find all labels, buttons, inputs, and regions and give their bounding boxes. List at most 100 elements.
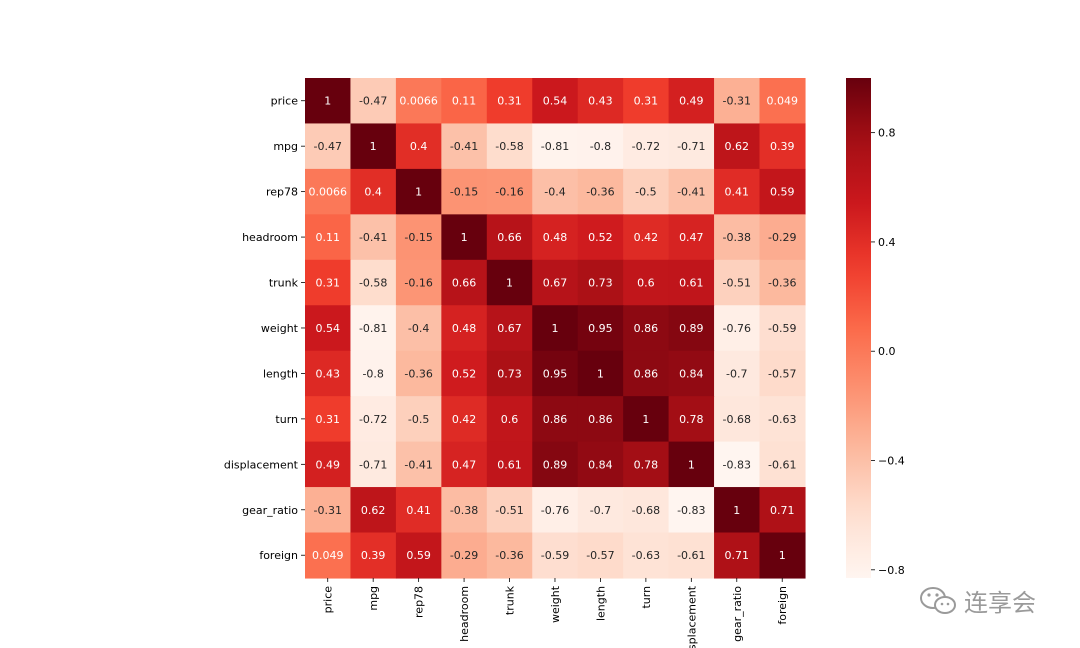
- cell-value-label: -0.63: [632, 549, 660, 562]
- y-tick-label: mpg: [273, 140, 298, 153]
- heatmap-cell: [486, 305, 533, 352]
- cell-value-label: -0.58: [495, 140, 523, 153]
- cell-value-label: -0.83: [723, 458, 751, 471]
- cell-value-label: -0.59: [541, 549, 569, 562]
- cell-value-label: 1: [779, 549, 786, 562]
- colorbar-tick-label: 0.8: [878, 127, 896, 140]
- heatmap-cell: [305, 123, 352, 170]
- cell-value-label: 1: [551, 322, 558, 335]
- colorbar-gradient: [846, 78, 871, 578]
- heatmap-cell: [350, 78, 397, 125]
- cell-value-label: 0.73: [588, 277, 613, 290]
- cell-value-label: -0.61: [768, 458, 796, 471]
- heatmap-cell: [350, 350, 397, 397]
- cell-value-label: 0.48: [543, 231, 568, 244]
- heatmap-cell: [577, 78, 624, 125]
- heatmap-cell: [305, 259, 352, 306]
- cell-value-label: -0.5: [635, 186, 656, 199]
- cell-value-label: -0.41: [404, 458, 432, 471]
- cell-value-label: 0.41: [406, 504, 431, 517]
- x-tick-label: foreign: [776, 586, 789, 625]
- heatmap-cell: [350, 396, 397, 443]
- heatmap-cell: [714, 487, 761, 534]
- x-tick-label: trunk: [504, 585, 517, 615]
- cell-value-label: 1: [415, 186, 422, 199]
- heatmap-cell: [623, 305, 670, 352]
- heatmap-cell: [441, 259, 488, 306]
- heatmap-cell: [668, 78, 715, 125]
- heatmap-cell: [668, 214, 715, 261]
- cell-value-label: 0.6: [501, 413, 519, 426]
- cell-value-label: -0.29: [768, 231, 796, 244]
- heatmap-cell: [305, 532, 352, 579]
- cell-value-label: -0.36: [586, 186, 614, 199]
- cell-value-label: 0.84: [588, 458, 613, 471]
- heatmap-cell: [486, 487, 533, 534]
- heatmap-cell: [486, 259, 533, 306]
- cell-value-label: 0.71: [725, 549, 750, 562]
- cell-value-label: -0.71: [359, 458, 387, 471]
- heatmap-cell: [623, 350, 670, 397]
- cell-annotations: 1 -0.47 0.0066 0.11 0.31 0.54 0.43 0.31 0.49 -0.3…: [308, 95, 797, 562]
- heatmap-cell: [759, 214, 806, 261]
- heatmap-cell: [532, 78, 579, 125]
- cell-value-label: -0.7: [726, 367, 747, 380]
- cell-value-label: 0.86: [543, 413, 568, 426]
- cell-value-label: 0.54: [315, 322, 340, 335]
- cell-value-label: 0.95: [588, 322, 613, 335]
- heatmap-cell: [441, 168, 488, 215]
- y-tick-label: headroom: [242, 231, 298, 244]
- x-tick-label: mpg: [367, 586, 380, 611]
- colorbar: 0.8 0.4 0.0 −0.4 −0.8: [846, 78, 905, 578]
- heatmap-cell: [350, 532, 397, 579]
- cell-value-label: 1: [733, 504, 740, 517]
- heatmap-cell: [305, 396, 352, 443]
- heatmap-cell: [486, 78, 533, 125]
- cell-value-label: -0.47: [313, 140, 341, 153]
- cell-value-label: -0.72: [632, 140, 660, 153]
- heatmap-cell: [577, 305, 624, 352]
- cell-value-label: 0.49: [315, 458, 340, 471]
- cell-value-label: 0.86: [634, 367, 659, 380]
- heatmap-cell: [350, 123, 397, 170]
- x-tick-label: rep78: [413, 586, 426, 618]
- heatmap-cell: [395, 305, 442, 352]
- heatmap-cell: [395, 214, 442, 261]
- heatmap-cell: [395, 78, 442, 125]
- cell-value-label: 0.39: [361, 549, 386, 562]
- cell-value-label: 1: [370, 140, 377, 153]
- heatmap-cell: [350, 441, 397, 488]
- heatmap-cell: [623, 214, 670, 261]
- cell-value-label: 0.78: [679, 413, 704, 426]
- heatmap-cell: [532, 487, 579, 534]
- cell-value-label: -0.36: [495, 549, 523, 562]
- x-tick-label: turn: [640, 586, 653, 609]
- heatmap-cell: [486, 532, 533, 579]
- y-tick-label: weight: [261, 322, 299, 335]
- cell-value-label: -0.16: [495, 186, 523, 199]
- cell-value-label: -0.36: [768, 277, 796, 290]
- cell-value-label: 0.59: [770, 186, 795, 199]
- y-tick-label: displacement: [224, 458, 299, 471]
- heatmap-cell: [441, 305, 488, 352]
- heatmap-cell: [577, 168, 624, 215]
- cell-value-label: 0.59: [406, 549, 431, 562]
- heatmap-cell: [577, 214, 624, 261]
- heatmap-cell: [577, 487, 624, 534]
- heatmap-cell: [305, 305, 352, 352]
- cell-value-label: 0.4: [364, 186, 382, 199]
- heatmap-cell: [532, 305, 579, 352]
- heatmap-cell: [441, 487, 488, 534]
- cell-value-label: -0.72: [359, 413, 387, 426]
- x-tick-label: length: [594, 586, 607, 621]
- heatmap-cell: [395, 532, 442, 579]
- cell-value-label: 0.31: [315, 413, 340, 426]
- cell-value-label: 0.31: [497, 95, 522, 108]
- cell-value-label: 1: [461, 231, 468, 244]
- cell-value-label: -0.5: [408, 413, 429, 426]
- heatmap-cell: [759, 78, 806, 125]
- cell-value-label: 0.47: [679, 231, 704, 244]
- cell-value-label: -0.63: [768, 413, 796, 426]
- heatmap-cell: [395, 396, 442, 443]
